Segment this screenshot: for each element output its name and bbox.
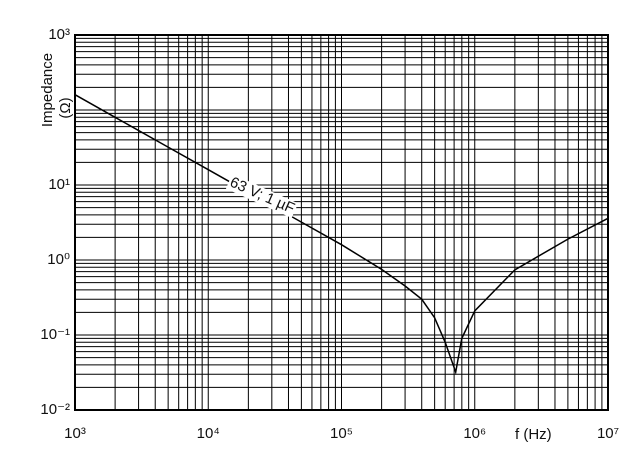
x-tick-label: 10³: [64, 425, 86, 442]
y-tick-label: 10¹: [48, 176, 70, 193]
x-tick-label: 10⁵: [330, 425, 353, 442]
x-axis-label: f (Hz): [515, 426, 552, 443]
x-tick-label: 10⁴: [197, 425, 220, 442]
series-label-bg: [225, 174, 299, 218]
series-line: [74, 94, 609, 376]
x-tick-label: 10⁶: [463, 425, 486, 442]
y-tick-label: 10⁰: [47, 251, 70, 268]
y-axis-unit: (Ω): [57, 97, 74, 118]
y-tick-label: 10⁻¹: [40, 326, 70, 343]
series-label: 63 V; 1 µF: [227, 174, 297, 218]
y-tick-label: 10⁻²: [40, 401, 70, 418]
y-axis-label: Impedance: [39, 53, 56, 127]
plot-frame: [74, 34, 609, 411]
y-tick-label: 10³: [48, 26, 70, 43]
series-label-group: 63 V; 1 µF: [225, 174, 299, 218]
x-tick-label: 10⁷: [597, 425, 619, 442]
